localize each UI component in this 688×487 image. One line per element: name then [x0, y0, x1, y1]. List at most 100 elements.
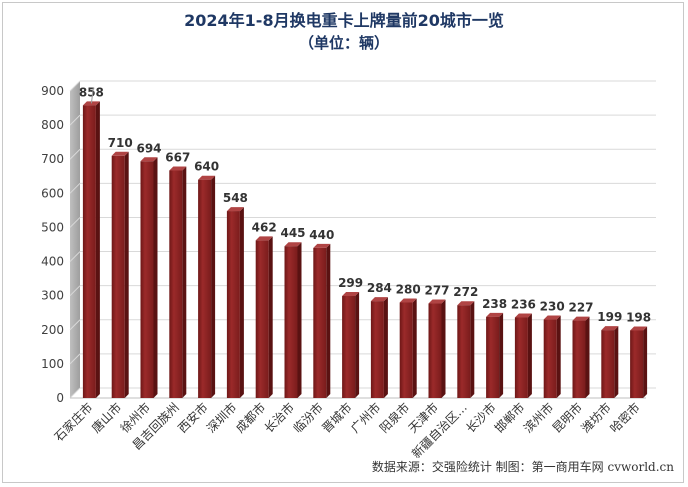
bar-side: [383, 297, 388, 398]
bar: [169, 166, 187, 398]
bar: [226, 207, 244, 398]
bar-front: [630, 330, 644, 398]
y-tick-label: 700: [41, 152, 64, 166]
bar: [630, 326, 648, 398]
bar: [486, 312, 504, 398]
bar-front: [82, 105, 96, 399]
chart-subtitle: （单位：辆）: [298, 34, 389, 52]
bar-top: [111, 151, 129, 156]
y-tick-label: 400: [41, 255, 64, 269]
gridline-depth: [69, 182, 81, 194]
gridline-depth: [69, 387, 81, 399]
data-label: 280: [396, 282, 421, 296]
bar-top: [370, 297, 388, 302]
bar-side: [643, 326, 648, 398]
bar-top: [140, 157, 158, 162]
bar-front: [486, 316, 500, 398]
bar-top: [630, 326, 648, 331]
gridline-depth: [69, 353, 81, 365]
category-label: 西安市: [175, 400, 211, 436]
category-label: 阳泉市: [376, 400, 412, 436]
data-label: 199: [597, 310, 622, 324]
category-label: 昆明市: [549, 400, 585, 436]
bar-side: [95, 101, 100, 399]
data-label: 272: [453, 285, 478, 299]
bar: [284, 242, 302, 398]
category-label: 成都市: [232, 400, 268, 436]
bar-top: [572, 316, 590, 321]
data-label: 462: [252, 220, 277, 234]
bar: [428, 299, 446, 398]
y-tick-label: 300: [41, 289, 64, 303]
bar: [198, 175, 216, 398]
gridline-depth: [69, 114, 81, 126]
bar-side: [412, 298, 417, 398]
bar-front: [514, 317, 528, 398]
bar: [543, 315, 561, 398]
gridline-depth: [69, 148, 81, 160]
bar-front: [370, 301, 384, 398]
category-label: 晋城市: [319, 400, 355, 436]
bar-side: [182, 166, 187, 398]
bar: [255, 236, 273, 398]
category-label: 广州市: [347, 400, 383, 436]
bar-side: [124, 151, 129, 398]
bar: [572, 316, 590, 398]
bar: [342, 292, 360, 398]
data-label: 236: [511, 297, 536, 311]
bar-front: [399, 302, 413, 398]
bar-top: [457, 301, 475, 306]
bar: [399, 298, 417, 398]
data-label: 694: [136, 141, 161, 155]
bar-layer: [82, 101, 648, 399]
data-label: 710: [108, 136, 133, 150]
bar-side: [585, 316, 590, 398]
gridline-depth: [69, 251, 81, 262]
data-label: 198: [626, 310, 651, 324]
bar: [82, 101, 100, 399]
bar-top: [486, 312, 504, 317]
bar-front: [111, 155, 125, 398]
category-label: 深圳市: [203, 400, 239, 436]
bar: [111, 151, 129, 398]
bar-front: [428, 303, 442, 398]
bar-top: [198, 175, 216, 180]
category-label: 潍坊市: [578, 400, 614, 436]
bar-side: [355, 292, 360, 398]
side-wall: [70, 81, 80, 398]
y-tick-label: 600: [41, 186, 64, 200]
data-label: 440: [309, 228, 334, 242]
y-tick-label: 900: [41, 84, 64, 98]
bar-side: [614, 326, 619, 398]
data-label: 667: [165, 150, 190, 164]
bar-front: [543, 319, 557, 398]
bar-side: [556, 315, 561, 398]
bar: [313, 243, 331, 398]
bar-top: [226, 207, 244, 212]
category-label: 长沙市: [463, 400, 499, 436]
category-label: 长治市: [261, 400, 297, 436]
y-tick-label: 0: [56, 391, 64, 405]
data-label: 445: [280, 226, 305, 240]
bar-side: [239, 207, 244, 398]
data-label: 548: [223, 191, 248, 205]
bar-side: [441, 299, 446, 398]
category-label: 临汾市: [290, 400, 326, 436]
bar-side: [153, 157, 158, 398]
bar-side: [470, 301, 475, 398]
bar-top: [514, 313, 532, 318]
bar-side: [211, 175, 216, 398]
bar-front: [572, 320, 586, 398]
bar-top: [543, 315, 561, 320]
bar-side: [499, 312, 504, 398]
bar-front: [342, 296, 356, 398]
bar-front: [313, 247, 327, 398]
data-label: 230: [540, 300, 565, 314]
bar-front: [255, 240, 269, 398]
y-tick-label: 100: [41, 357, 64, 371]
bar-top: [169, 166, 187, 171]
gridline-depth: [69, 319, 81, 331]
bar-top: [313, 243, 331, 248]
bar: [140, 157, 158, 398]
